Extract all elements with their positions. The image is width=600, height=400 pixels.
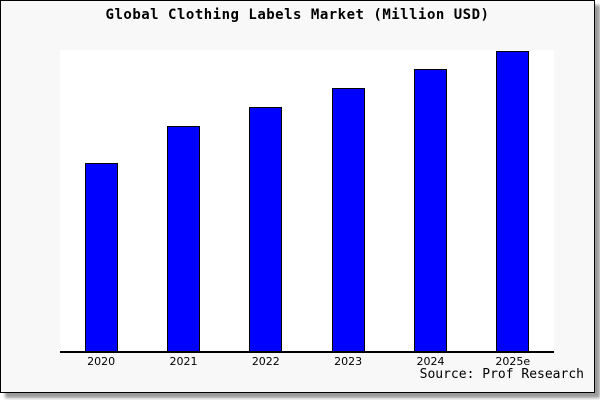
bar-2025e	[496, 51, 530, 351]
bar-2021	[166, 126, 200, 351]
plot-area	[60, 50, 554, 353]
bar-slot	[60, 50, 142, 351]
source-note: Source: Prof Research	[419, 367, 584, 382]
bar-slot	[225, 50, 307, 351]
x-axis-tick-labels: 2020 2021 2022 2023 2024 2025e	[60, 355, 554, 368]
bar-2024	[413, 69, 447, 351]
x-tick-label-2023: 2023	[334, 355, 363, 368]
bar-slot	[307, 50, 389, 351]
bar-2022	[249, 107, 283, 351]
chart-frame: Global Clothing Labels Market (Million U…	[0, 0, 595, 393]
bar-slot	[472, 50, 554, 351]
x-tick-label-2024: 2024	[416, 355, 445, 368]
bar-slot	[142, 50, 224, 351]
x-tick-label-2020: 2020	[87, 355, 116, 368]
chart-title: Global Clothing Labels Market (Million U…	[105, 7, 490, 23]
bar-slot	[389, 50, 471, 351]
x-tick-label-2021: 2021	[169, 355, 198, 368]
bar-2023	[331, 88, 365, 351]
x-tick-label-2025e: 2025e	[495, 355, 531, 368]
bar-2020	[84, 163, 118, 351]
x-tick-label-2022: 2022	[251, 355, 280, 368]
